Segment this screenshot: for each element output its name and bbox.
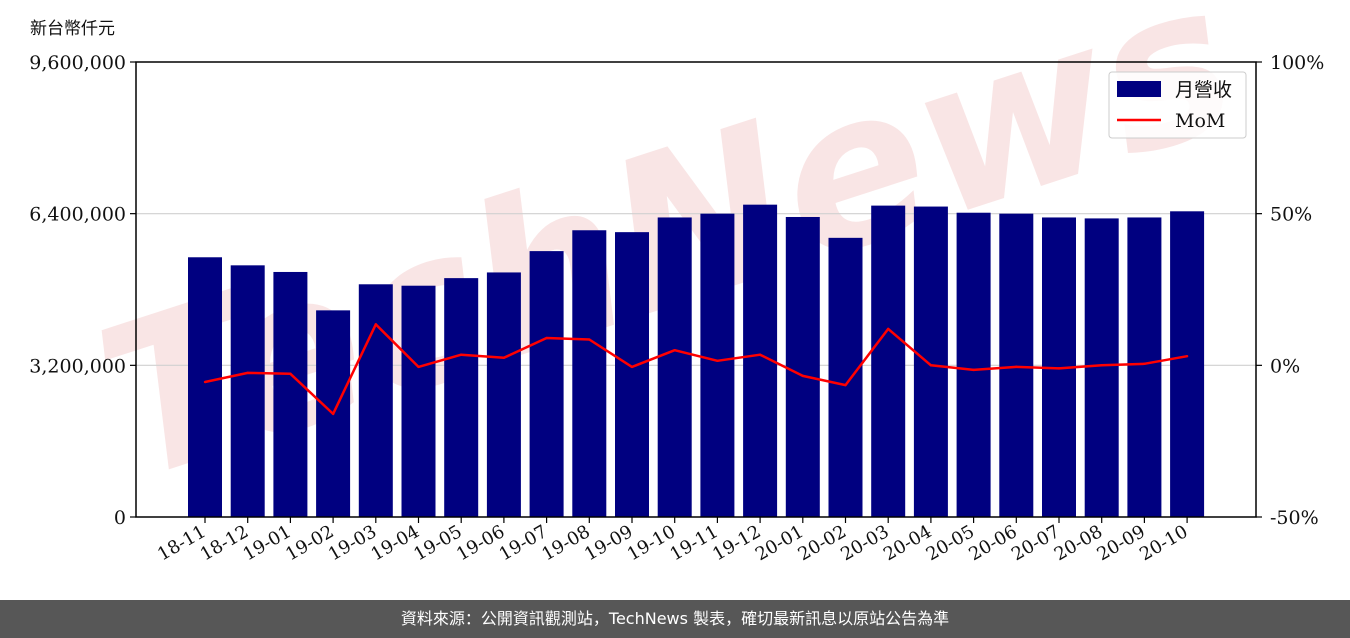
bar-19-08 [572,230,607,518]
bar-18-11 [188,257,222,517]
mom-point-20-08 [1100,364,1103,367]
x-tick-label: 20-09 [1093,521,1148,565]
plot-frame [135,61,1257,518]
revenue-chart: TechNews 03,200,0006,400,0009,600,000-50… [29,0,1324,565]
mom-point-19-06 [502,356,506,359]
bar-19-09 [615,232,649,517]
left-tick-label: 0 [114,507,126,529]
mom-point-19-05 [460,353,463,356]
legend: 月營收 MoM [1108,71,1247,139]
x-tick-label: 20-10 [1136,521,1191,565]
x-tick-label: 19-05 [410,521,465,565]
mom-point-19-07 [545,336,548,340]
mom-point-19-03 [374,323,377,326]
bar-19-03 [358,284,393,517]
x-tick-label: 19-09 [581,521,636,565]
x-tick-label: 19-08 [538,521,593,565]
bar-20-06 [999,213,1034,517]
right-tick-label: 50% [1270,204,1312,226]
x-tick-label: 19-11 [666,521,721,565]
x-tick-label: 19-04 [368,521,423,565]
bar-19-01 [273,271,308,517]
revenue-bars [188,204,1205,518]
mom-point-19-11 [716,359,719,362]
mom-point-19-10 [673,348,676,352]
mom-point-20-06 [1015,365,1018,369]
legend-label-mom: MoM [1175,110,1225,132]
x-tick-label: 20-08 [1051,521,1106,565]
bar-19-11 [700,213,735,517]
x-tick-label: 19-12 [709,521,764,565]
x-tick-label: 20-06 [965,521,1020,565]
mom-point-19-04 [417,365,420,369]
mom-point-20-09 [1143,362,1146,366]
legend-label-revenue: 月營收 [1175,79,1232,101]
bar-20-10 [1170,211,1205,517]
right-tick-label: 0% [1270,355,1300,377]
bar-20-09 [1127,217,1162,518]
mom-line [204,323,1188,416]
bar-19-04 [401,285,436,517]
bar-20-08 [1084,218,1119,517]
bar-20-02 [828,237,863,517]
bar-20-01 [785,216,820,517]
mom-point-20-07 [1057,367,1061,370]
x-tick-label: 20-05 [923,521,978,565]
x-tick-label: 18-11 [154,521,209,565]
x-tick-label: 20-03 [837,521,892,565]
bar-19-06 [486,272,521,517]
mom-point-19-12 [758,353,762,356]
mom-line-series [203,323,1189,416]
mom-point-20-02 [844,383,847,387]
x-tick-label: 19-03 [325,521,380,565]
left-tick-label: 9,600,000 [29,52,126,74]
bar-19-10 [657,217,692,518]
bar-20-05 [956,212,991,517]
mom-point-19-02 [331,412,335,416]
mom-point-19-08 [588,338,591,341]
mom-point-20-04 [929,364,933,367]
source-footer: 資料來源：公開資訊觀測站，TechNews 製表，確切最新訊息以原站公告為準 [0,600,1350,638]
bar-18-12 [230,265,265,517]
x-tick-label: 20-02 [795,521,850,565]
bar-20-03 [871,205,906,517]
x-tick-label: 18-12 [197,521,252,565]
mom-point-19-01 [289,372,292,376]
left-tick-label: 3,200,000 [29,355,126,377]
mom-point-20-03 [887,327,890,331]
bar-20-04 [913,206,948,517]
legend-swatch-bar [1117,81,1161,97]
x-tick-label: 19-02 [282,521,337,565]
mom-point-20-01 [801,374,804,378]
mom-point-18-12 [246,371,249,375]
mom-point-20-05 [972,368,975,372]
x-tick-label: 19-10 [624,521,679,565]
mom-point-18-11 [203,380,207,384]
x-tick-label: 19-06 [453,521,508,565]
x-tick-label: 20-04 [880,521,935,565]
x-tick-label: 20-01 [752,521,807,565]
left-axis-unit-label: 新台幣仟元 [30,19,115,39]
x-tick-label: 20-07 [1008,521,1063,565]
bar-19-05 [444,278,479,517]
mom-point-20-10 [1185,355,1189,358]
right-tick-label: -50% [1270,507,1319,529]
left-tick-label: 6,400,000 [29,204,126,226]
mom-point-19-09 [630,365,634,369]
x-tick-label: 19-01 [239,521,294,565]
right-tick-label: 100% [1270,52,1324,74]
bar-19-07 [529,251,564,517]
x-tick-label: 19-07 [496,521,551,565]
